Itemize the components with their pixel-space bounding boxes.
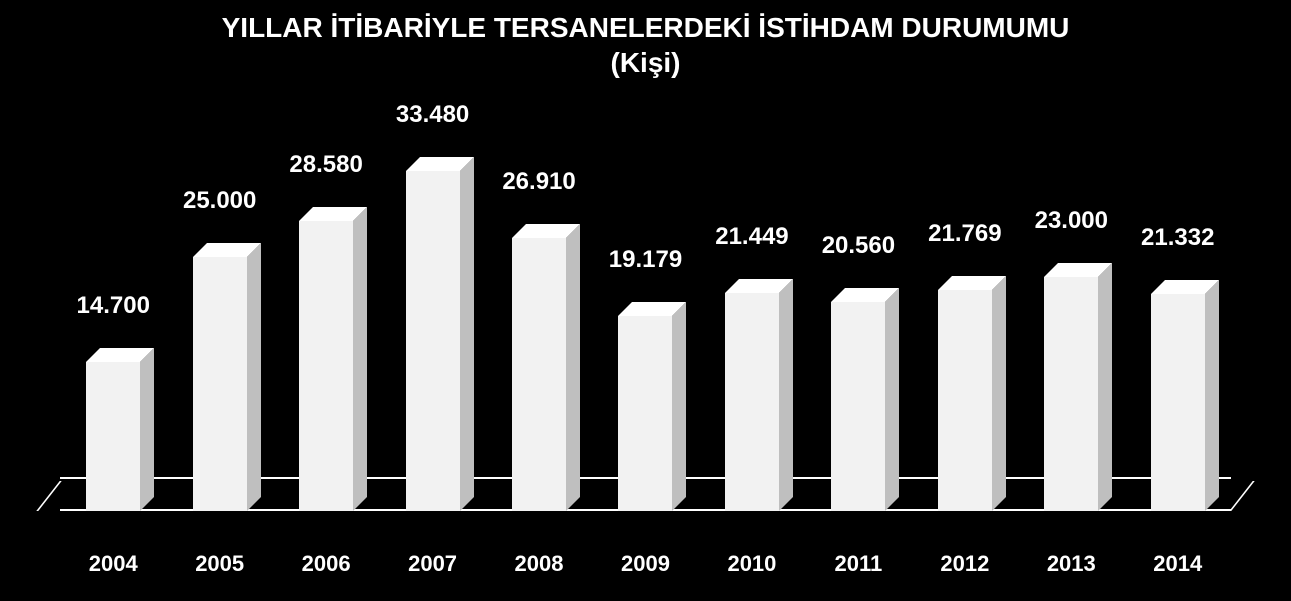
bar: 21.449 xyxy=(725,293,779,511)
bar-side xyxy=(460,157,474,511)
bar-side xyxy=(1098,263,1112,511)
bar-value-label: 33.480 xyxy=(396,101,469,129)
bar-side xyxy=(885,288,899,511)
bar-side xyxy=(672,302,686,511)
bar: 25.000 xyxy=(193,257,247,511)
bar-value-label: 20.560 xyxy=(822,232,895,260)
bar-side xyxy=(779,279,793,511)
bar-front xyxy=(618,316,672,511)
x-axis-label: 2009 xyxy=(621,551,670,577)
bar-value-label: 23.000 xyxy=(1035,207,1108,235)
bar-side xyxy=(1205,280,1219,511)
x-axis-label: 2006 xyxy=(302,551,351,577)
bar-value-label: 19.179 xyxy=(609,246,682,274)
bar-slot: 21.4492010 xyxy=(699,100,805,511)
x-axis-label: 2011 xyxy=(835,551,883,577)
x-axis-label: 2007 xyxy=(408,551,457,577)
bar-value-label: 14.700 xyxy=(77,292,150,320)
bar-front xyxy=(193,257,247,511)
bar: 33.480 xyxy=(406,171,460,511)
bar-slot: 21.3322014 xyxy=(1125,100,1231,511)
bars-container: 14.700200425.000200528.580200633.4802007… xyxy=(60,100,1231,511)
bar-front xyxy=(1151,294,1205,511)
bar: 23.000 xyxy=(1044,277,1098,511)
bar-slot: 20.5602011 xyxy=(805,100,911,511)
chart-title-line1: YILLAR İTİBARİYLE TERSANELERDEKİ İSTİHDA… xyxy=(0,10,1291,45)
chart-title: YILLAR İTİBARİYLE TERSANELERDEKİ İSTİHDA… xyxy=(0,10,1291,80)
x-axis-label: 2008 xyxy=(515,551,564,577)
bar: 26.910 xyxy=(512,238,566,511)
bar-value-label: 21.769 xyxy=(928,220,1001,248)
bar-slot: 28.5802006 xyxy=(273,100,379,511)
bar: 20.560 xyxy=(831,302,885,511)
x-axis-label: 2013 xyxy=(1047,551,1096,577)
bar-chart: YILLAR İTİBARİYLE TERSANELERDEKİ İSTİHDA… xyxy=(0,0,1291,601)
bar-front xyxy=(86,362,140,511)
bar-slot: 33.4802007 xyxy=(379,100,485,511)
bar-slot: 23.0002013 xyxy=(1018,100,1124,511)
bar-side xyxy=(247,243,261,511)
x-axis-label: 2012 xyxy=(940,551,989,577)
bar-value-label: 21.449 xyxy=(715,223,788,251)
chart-title-line2: (Kişi) xyxy=(0,45,1291,80)
bar-value-label: 25.000 xyxy=(183,187,256,215)
bar: 21.332 xyxy=(1151,294,1205,511)
plot-area: 14.700200425.000200528.580200633.4802007… xyxy=(60,100,1231,541)
bar-slot: 25.0002005 xyxy=(166,100,272,511)
bar: 21.769 xyxy=(938,290,992,511)
bar-side xyxy=(566,224,580,511)
bar: 28.580 xyxy=(299,221,353,511)
bar-front xyxy=(938,290,992,511)
bar-value-label: 26.910 xyxy=(502,168,575,196)
bar-value-label: 21.332 xyxy=(1141,224,1214,252)
bar-front xyxy=(512,238,566,511)
bar-front xyxy=(831,302,885,511)
x-axis-label: 2005 xyxy=(195,551,244,577)
bar-front xyxy=(725,293,779,511)
bar-slot: 26.9102008 xyxy=(486,100,592,511)
x-axis-label: 2010 xyxy=(727,551,776,577)
bar-side xyxy=(353,207,367,511)
x-axis-label: 2004 xyxy=(89,551,138,577)
bar-side xyxy=(140,348,154,511)
bar-side xyxy=(992,276,1006,511)
bar-value-label: 28.580 xyxy=(289,151,362,179)
bar-slot: 21.7692012 xyxy=(912,100,1018,511)
bar: 19.179 xyxy=(618,316,672,511)
bar-front xyxy=(299,221,353,511)
x-axis-label: 2014 xyxy=(1153,551,1202,577)
bar-front xyxy=(1044,277,1098,511)
bar-slot: 14.7002004 xyxy=(60,100,166,511)
bar-slot: 19.1792009 xyxy=(592,100,698,511)
bar: 14.700 xyxy=(86,362,140,511)
bar-front xyxy=(406,171,460,511)
